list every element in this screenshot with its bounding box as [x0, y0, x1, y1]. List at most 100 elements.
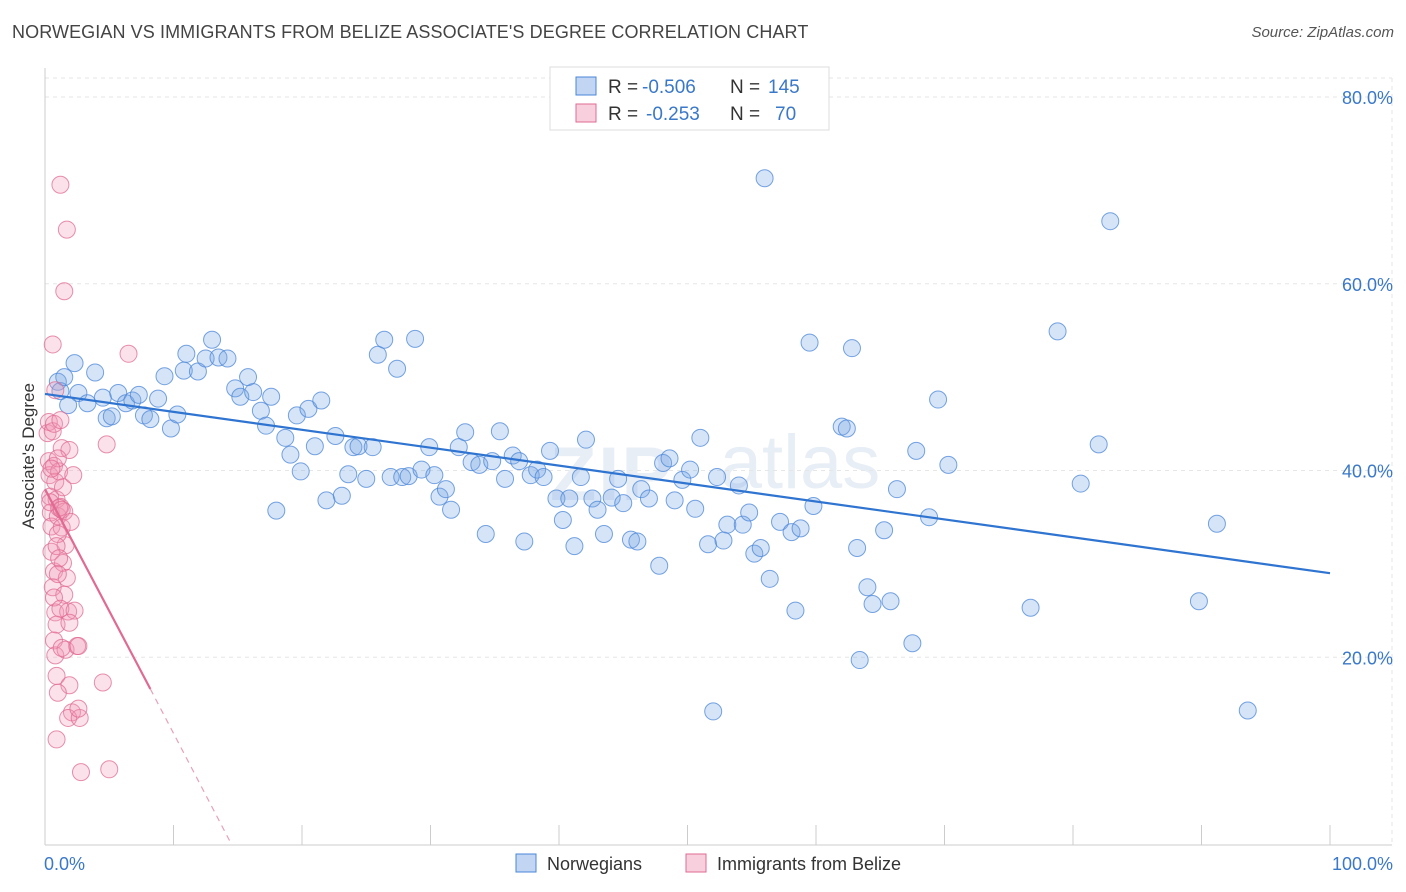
belize-point-69 — [48, 683, 67, 702]
norwegians-point-125 — [848, 539, 867, 558]
norwegians-point-122 — [837, 419, 856, 438]
bottom-legend-swatch-belize — [685, 853, 707, 873]
norwegians-point-77 — [534, 468, 553, 487]
norwegians-point-129 — [881, 592, 900, 611]
x-tick-label-max: 100.0% — [1332, 854, 1393, 874]
norwegians-point-128 — [875, 521, 894, 540]
belize-point-20 — [43, 335, 62, 354]
legend-swatch-belize — [575, 103, 597, 123]
norwegians-point-40 — [299, 399, 318, 418]
x-tick-label-min: 0.0% — [44, 854, 85, 874]
norwegians-point-123 — [842, 339, 861, 358]
legend-r-value-2: -0.253 — [646, 104, 700, 125]
norwegians-point-28 — [226, 379, 245, 398]
legend-n-value-2: 70 — [775, 104, 796, 125]
belize-trend-extension — [149, 688, 232, 845]
norwegians-point-118 — [791, 519, 810, 538]
norwegians-point-39 — [291, 462, 310, 481]
norwegians-point-132 — [907, 441, 926, 460]
norwegians-point-37 — [281, 445, 300, 464]
norwegians-point-57 — [406, 329, 425, 348]
belize-point-45 — [55, 282, 74, 301]
norwegians-point-104 — [704, 702, 723, 721]
norwegians-point-36 — [276, 428, 295, 447]
norwegians-point-76 — [528, 460, 547, 479]
trend-lines — [44, 392, 1331, 845]
norwegians-point-6 — [78, 394, 97, 413]
norwegians-point-80 — [553, 510, 572, 529]
belize-point-46 — [119, 344, 138, 363]
norwegians-point-101 — [686, 499, 705, 518]
belize-point-58 — [50, 549, 69, 568]
belize-point-63 — [60, 613, 79, 632]
norwegians-point-107 — [718, 515, 737, 534]
norwegians-point-130 — [887, 480, 906, 499]
norwegians-point-88 — [602, 488, 621, 507]
legend-r-label-2: R = — [608, 104, 638, 125]
norwegians-point-71 — [496, 469, 515, 488]
norwegians-point-54 — [388, 359, 407, 378]
norwegians-point-114 — [760, 569, 779, 588]
bottom-legend-swatch-norwegians — [515, 853, 537, 873]
norwegians-point-32 — [251, 401, 270, 420]
norwegians-point-136 — [1048, 322, 1067, 341]
axes — [44, 68, 1392, 846]
norwegians-point-86 — [588, 500, 607, 519]
norwegians-point-103 — [699, 535, 718, 554]
norwegians-point-142 — [1207, 514, 1226, 533]
norwegians-point-78 — [541, 441, 560, 460]
norwegians-point-98 — [665, 491, 684, 510]
norwegians-point-137 — [1071, 474, 1090, 493]
belize-point-26 — [53, 478, 72, 497]
belize-point-39 — [70, 708, 89, 727]
belize-point-44 — [57, 220, 76, 239]
norwegians-point-91 — [621, 530, 640, 549]
belize-point-18 — [46, 646, 65, 665]
norwegians-point-139 — [1101, 212, 1120, 231]
belize-point-23 — [51, 411, 70, 430]
norwegians-point-65 — [456, 423, 475, 442]
bottom-legend-label-belize: Immigrants from Belize — [717, 854, 901, 874]
norwegians-point-21 — [177, 344, 196, 363]
belize-point-5 — [42, 517, 61, 536]
norwegians-point-143 — [1021, 598, 1040, 617]
norwegians-point-35 — [267, 501, 286, 520]
norwegians-point-62 — [436, 480, 455, 499]
norwegians-point-24 — [196, 349, 215, 368]
norwegians-point-124 — [850, 651, 869, 670]
norwegians-point-105 — [708, 468, 727, 487]
y-tick-label-2: 60.0% — [1342, 275, 1393, 295]
legend-n-label-1: N = — [730, 77, 760, 98]
norwegians-point-47 — [344, 438, 363, 457]
legend-r-value-1: -0.506 — [642, 77, 696, 98]
norwegians-point-102 — [691, 428, 710, 447]
norwegians-point-7 — [86, 363, 105, 382]
norwegians-point-115 — [771, 512, 790, 531]
norwegians-point-112 — [751, 539, 770, 558]
norwegians-point-135 — [939, 455, 958, 474]
norwegians-trend-line — [44, 392, 1331, 575]
norwegians-point-63 — [442, 500, 461, 519]
norwegians-point-81 — [560, 489, 579, 508]
belize-point-41 — [71, 763, 90, 782]
norwegians-point-79 — [547, 489, 566, 508]
grid-lines — [45, 77, 1393, 845]
correlation-legend: R = -0.506 N = 145 R = -0.253 N = 70 — [549, 66, 830, 131]
norwegians-point-141 — [1238, 701, 1257, 720]
belize-trend-line — [44, 488, 152, 690]
chart-title: NORWEGIAN VS IMMIGRANTS FROM BELIZE ASSO… — [12, 22, 809, 42]
legend-swatch-norwegians — [575, 76, 597, 96]
norwegians-point-26 — [209, 348, 228, 367]
belize-point-60 — [44, 588, 63, 607]
belize-point-40 — [47, 730, 66, 749]
norwegians-point-49 — [357, 469, 376, 488]
norwegians-point-10 — [102, 407, 121, 426]
belize-point-24 — [52, 439, 71, 458]
belize-point-47 — [97, 435, 116, 454]
norwegians-point-70 — [490, 422, 509, 441]
norwegians-point-25 — [203, 330, 222, 349]
norwegians-point-117 — [786, 601, 805, 620]
series-legend: Norwegians Immigrants from Belize — [515, 853, 901, 874]
norwegians-point-27 — [218, 349, 237, 368]
norwegians-point-96 — [654, 454, 673, 473]
